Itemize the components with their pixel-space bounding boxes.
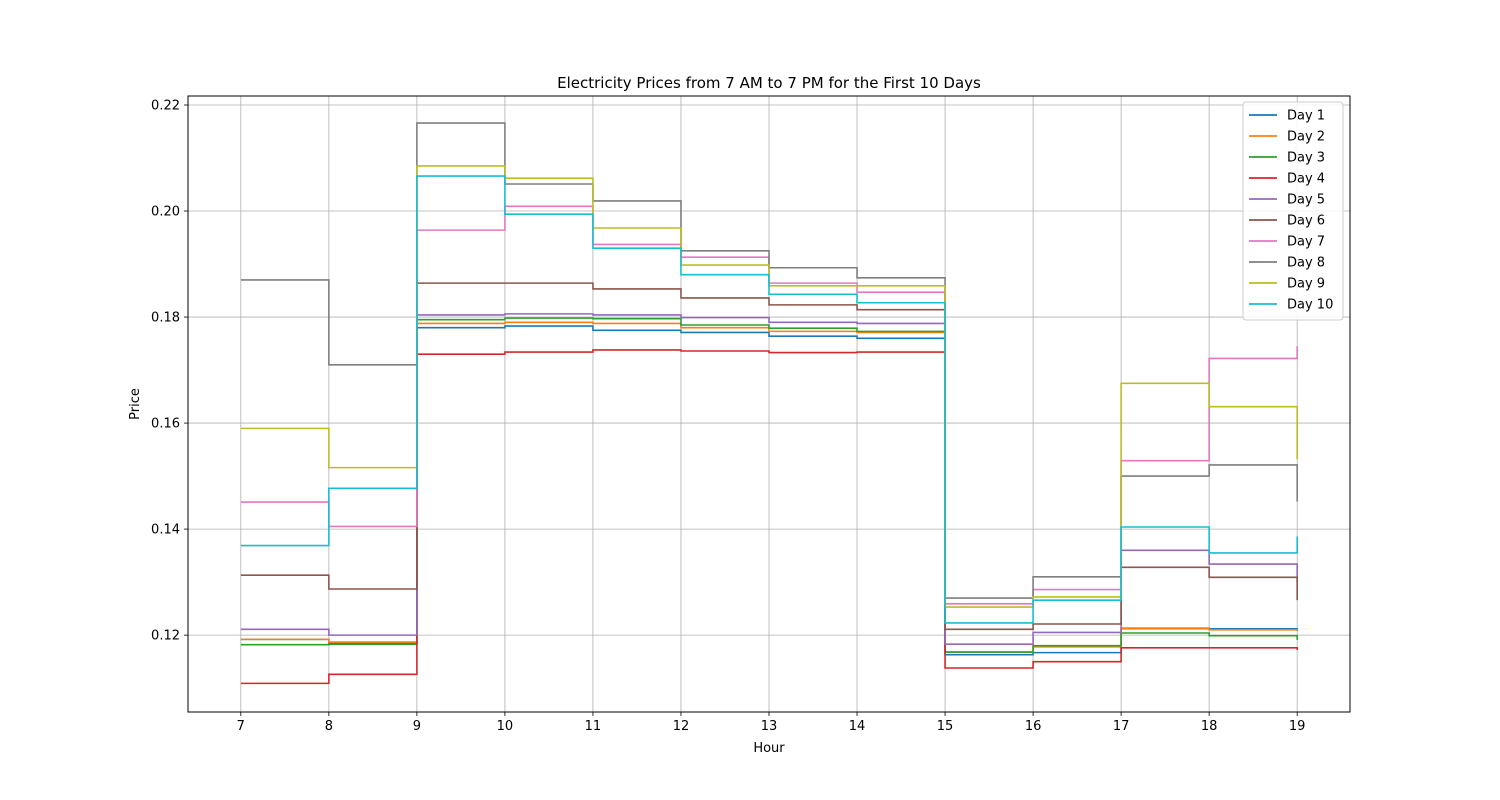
x-tick-label: 14 <box>849 719 866 734</box>
y-tick-label: 0.18 <box>151 311 180 326</box>
legend-entry-label: Day 1 <box>1287 109 1325 124</box>
legend: Day 1 Day 2 Day 3 Day 4 Day 5 Day 6 Day 7 Day 8… <box>1242 101 1344 321</box>
legend-entry-label: Day 5 <box>1287 193 1325 208</box>
x-axis-label: Hour <box>753 741 785 756</box>
x-tick-label: 12 <box>673 719 690 734</box>
x-tick-label: 11 <box>585 719 602 734</box>
x-tick-label: 18 <box>1201 719 1218 734</box>
legend-entry-label: Day 10 <box>1287 298 1333 313</box>
y-tick-label: 0.22 <box>151 99 180 114</box>
y-tick-label: 0.20 <box>151 205 180 220</box>
legend-entry-label: Day 4 <box>1287 172 1325 187</box>
x-tick-label: 19 <box>1289 719 1306 734</box>
x-tick-label: 16 <box>1025 719 1042 734</box>
x-tick-label: 10 <box>497 719 514 734</box>
ticks: 7 8 9 10 11 12 13 14 15 16 17 18 19 0.12 0.14 0.16 0.18 0… <box>151 99 1305 734</box>
y-tick-label: 0.16 <box>151 417 180 432</box>
x-tick-label: 9 <box>413 719 421 734</box>
series-group <box>240 122 1298 685</box>
y-tick-label: 0.12 <box>151 629 180 644</box>
y-axis-label: Price <box>128 388 143 420</box>
legend-entry-label: Day 6 <box>1287 214 1325 229</box>
legend-entry-label: Day 8 <box>1287 256 1325 271</box>
legend-entry-label: Day 3 <box>1287 151 1325 166</box>
legend-entry-label: Day 7 <box>1287 235 1325 250</box>
x-tick-label: 15 <box>937 719 954 734</box>
legend-entry-label: Day 2 <box>1287 130 1325 145</box>
x-tick-label: 17 <box>1113 719 1130 734</box>
series-line <box>240 175 1298 624</box>
x-tick-label: 7 <box>237 719 245 734</box>
x-tick-label: 8 <box>325 719 333 734</box>
y-tick-label: 0.14 <box>151 523 180 538</box>
legend-entry-label: Day 9 <box>1287 277 1325 292</box>
x-tick-label: 13 <box>761 719 778 734</box>
chart-title: Electricity Prices from 7 AM to 7 PM for… <box>557 74 981 92</box>
